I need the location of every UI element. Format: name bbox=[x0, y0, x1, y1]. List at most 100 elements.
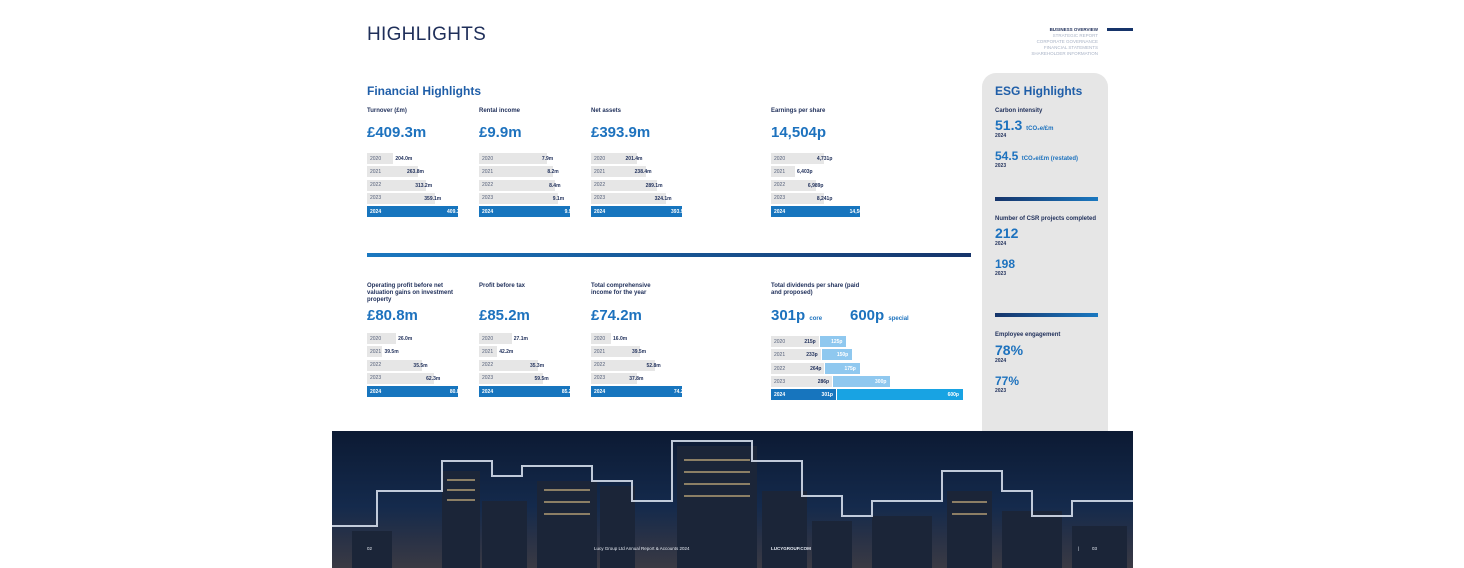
bar-fill bbox=[479, 386, 570, 398]
core-bar bbox=[771, 362, 825, 374]
metric-bars: 2020 16.0m 2021 39.5m 2022 52.8m 2023 37.8m 2024… bbox=[591, 333, 691, 398]
special-dividend-label: 600p bbox=[947, 392, 959, 399]
bar-year: 2022 bbox=[482, 182, 494, 189]
nav-corporate-governance[interactable]: CORPORATE GOVERNANCE bbox=[1036, 39, 1098, 44]
bar-row: 2022 289.1m bbox=[591, 179, 691, 191]
nav-business-overview[interactable]: BUSINESS OVERVIEW bbox=[1049, 27, 1098, 32]
carbon-unit: tCO₂e/£m bbox=[1026, 126, 1054, 132]
carbon-unit-restated: tCO₂e/£m (restated) bbox=[1021, 156, 1079, 162]
special-dividend-label: 175p bbox=[844, 365, 856, 372]
bar-fill bbox=[367, 179, 427, 191]
bar-value: 26.0m bbox=[398, 336, 413, 342]
special-dividend-unit: special bbox=[888, 316, 909, 322]
nav-shareholder-information[interactable]: SHAREHOLDER INFORMATION bbox=[1031, 51, 1098, 56]
metric-label: Rental income bbox=[479, 108, 521, 114]
bar-value: 35.5m bbox=[413, 362, 428, 369]
bar-fill bbox=[771, 192, 825, 204]
metric-label: Turnover (£m) bbox=[367, 108, 407, 114]
bar-fill bbox=[591, 206, 682, 218]
bar-fill bbox=[367, 346, 383, 358]
metric-dividends-per-share: Total dividends per share (paid and prop… bbox=[771, 283, 963, 402]
metric-label: Earnings per share bbox=[771, 108, 826, 114]
metric-bars: 2020 204.0m 2021 263.8m 2022 313.2m 2023 359.1m… bbox=[367, 153, 467, 218]
bar-fill bbox=[771, 166, 796, 178]
bar-row: 2021 42.2m bbox=[479, 346, 579, 358]
bar-value: 42.2m bbox=[499, 349, 514, 356]
bar-row: 2021 8.2m bbox=[479, 166, 579, 178]
special-dividend-value: 600p special bbox=[850, 307, 909, 324]
core-dividend-value: 301p core bbox=[771, 307, 822, 324]
section-divider bbox=[367, 253, 971, 257]
special-dividend-label: 300p bbox=[875, 378, 887, 385]
bar-value: 80.8m bbox=[449, 389, 464, 396]
bar-value: 85.2m bbox=[561, 389, 576, 396]
section-navigation: BUSINESS OVERVIEW STRATEGIC REPORT CORPO… bbox=[1031, 27, 1098, 57]
bar-year: 2022 bbox=[370, 182, 382, 189]
bar-fill bbox=[367, 359, 422, 371]
esg-year: 2023 bbox=[995, 388, 1007, 394]
dividend-row: 2020 215p 125p bbox=[771, 336, 962, 347]
bar-year: 2020 bbox=[774, 155, 786, 162]
bar-value: 27.1m bbox=[513, 336, 528, 342]
esg-title: ESG Highlights bbox=[995, 84, 1083, 98]
esg-label: Number of CSR projects completed bbox=[995, 216, 1097, 222]
core-dividend-label: 233p bbox=[806, 352, 818, 359]
bar-value: 8.4m bbox=[549, 182, 561, 189]
bar-value: 324.1m bbox=[654, 195, 672, 202]
bar-row: 2024 74.2m bbox=[591, 386, 691, 398]
core-dividend-number: 301p bbox=[771, 307, 806, 324]
bar-fill bbox=[367, 166, 418, 178]
metric-value: £393.9m bbox=[591, 124, 651, 141]
bar-row: 2020 27.1m bbox=[479, 333, 579, 344]
bar-fill bbox=[479, 346, 498, 358]
metric-value: £74.2m bbox=[591, 307, 642, 324]
bar-fill bbox=[367, 153, 394, 164]
nav-active-marker bbox=[1107, 28, 1133, 31]
bar-row: 2022 313.2m bbox=[367, 179, 467, 191]
nav-financial-statements[interactable]: FINANCIAL STATEMENTS bbox=[1043, 45, 1098, 50]
bar-fill bbox=[591, 386, 682, 398]
esg-separator bbox=[995, 313, 1098, 317]
bar-row: 2023 59.5m bbox=[479, 372, 579, 384]
bar-year: 2023 bbox=[482, 375, 494, 382]
bar-row: 2023 8,241p bbox=[771, 192, 871, 204]
bar-value: 62.3m bbox=[426, 375, 441, 382]
special-bar bbox=[819, 336, 847, 347]
special-bar bbox=[833, 375, 891, 387]
bar-row: 2024 409.3m bbox=[367, 206, 467, 218]
bar-fill bbox=[479, 333, 512, 344]
bar-row: 2020 4,731p bbox=[771, 153, 871, 164]
nav-strategic-report[interactable]: STRATEGIC REPORT bbox=[1052, 33, 1098, 38]
bar-year: 2023 bbox=[370, 195, 382, 202]
bar-fill bbox=[479, 192, 559, 204]
bar-fill bbox=[591, 153, 637, 164]
bar-year: 2021 bbox=[594, 168, 606, 175]
bar-fill bbox=[591, 333, 612, 344]
bar-row: 2021 238.4m bbox=[591, 166, 691, 178]
esg-value: 51.3 tCO₂e/£m bbox=[995, 117, 1103, 133]
core-dividend-label: 264p bbox=[810, 365, 822, 372]
bar-year: 2022 bbox=[370, 362, 382, 369]
metric-operating-profit: Operating profit before net valuation ga… bbox=[367, 283, 467, 399]
bar-fill bbox=[479, 372, 543, 384]
bar-fill bbox=[367, 372, 435, 384]
bar-fill bbox=[771, 153, 825, 164]
metric-net-assets: Net assets £393.9m 2020 201.4m 2021 238.4m 2… bbox=[591, 108, 691, 219]
bar-row: 2022 52.8m bbox=[591, 359, 691, 371]
bar-fill bbox=[591, 166, 646, 178]
bar-row: 2024 14,504p bbox=[771, 206, 871, 218]
core-bar bbox=[771, 349, 821, 361]
footer-website-link[interactable]: LUCYGROUP.COM bbox=[771, 546, 811, 551]
bar-year: 2024 bbox=[482, 388, 494, 395]
bar-value: 359.1m bbox=[424, 195, 442, 202]
bar-value: 37.8m bbox=[629, 375, 644, 382]
esg-csr-projects: Number of CSR projects completed 212 202… bbox=[995, 216, 1103, 277]
esg-value: 54.5 tCO₂e/£m (restated) bbox=[995, 149, 1103, 163]
bar-row: 2022 8.4m bbox=[479, 179, 579, 191]
core-dividend-unit: core bbox=[809, 316, 823, 322]
special-bar bbox=[825, 362, 860, 374]
core-bar bbox=[771, 389, 836, 401]
bar-fill bbox=[771, 206, 860, 218]
city-skyline-image bbox=[332, 431, 1133, 568]
bar-year: 2023 bbox=[594, 375, 606, 382]
